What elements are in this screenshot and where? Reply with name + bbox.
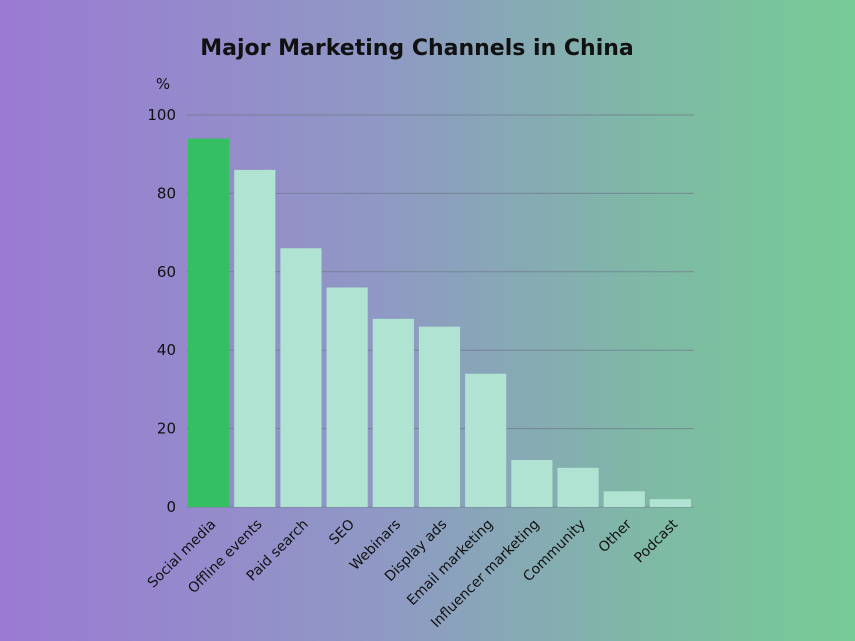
y-tick-label-0: 0 xyxy=(166,498,176,516)
bar-social-media xyxy=(188,138,230,507)
bar-community xyxy=(557,467,599,507)
y-tick-label-60: 60 xyxy=(157,263,176,281)
x-tick-label-podcast: Podcast xyxy=(631,516,681,566)
bars xyxy=(188,138,691,507)
y-tick-label-100: 100 xyxy=(147,106,176,124)
bar-paid-search xyxy=(280,248,322,507)
bar-display-ads xyxy=(418,326,461,507)
x-tick-label-other: Other xyxy=(596,516,636,556)
x-tick-label-email-marketing: Email marketing xyxy=(404,517,496,609)
bar-offline-events xyxy=(234,169,276,507)
bar-seo xyxy=(326,287,368,507)
x-tick-label-seo: SEO xyxy=(326,517,358,549)
y-tick-label-20: 20 xyxy=(157,420,176,438)
bar-podcast xyxy=(649,499,691,507)
bar-influencer-marketing xyxy=(511,459,553,507)
bar-email-marketing xyxy=(465,373,507,507)
bar-webinars xyxy=(372,318,414,507)
chart-title: Major Marketing Channels in China xyxy=(200,36,634,61)
bar-other xyxy=(603,491,645,507)
y-tick-label-80: 80 xyxy=(157,184,176,202)
y-axis-tick-labels: 0 20 40 60 80 100 xyxy=(147,106,176,516)
y-axis-unit-label: % xyxy=(156,75,170,93)
y-tick-label-40: 40 xyxy=(157,341,176,359)
